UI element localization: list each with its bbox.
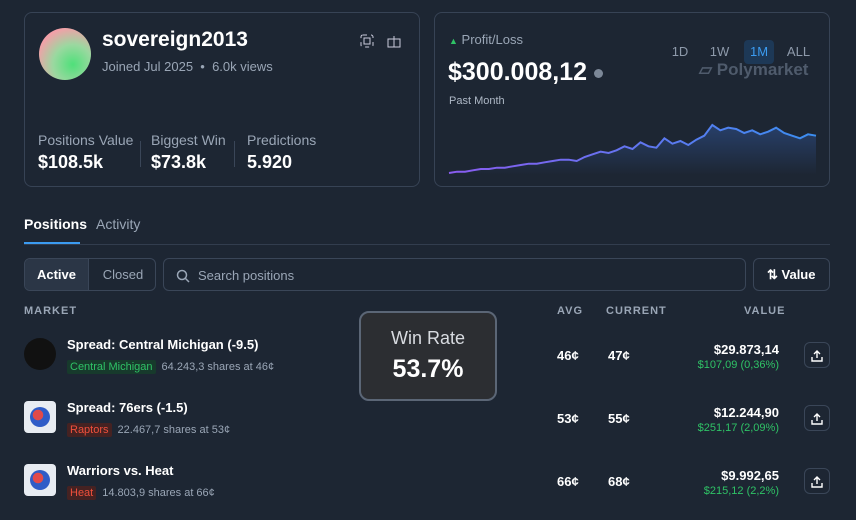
joined-date: Joined Jul 2025	[102, 59, 194, 74]
market-title: Spread: Central Michigan (-9.5)	[67, 337, 259, 352]
tab-separator	[24, 244, 830, 245]
search-box[interactable]: Search positions	[163, 258, 746, 291]
search-icon	[176, 269, 190, 283]
column-header: MARKET	[24, 305, 78, 317]
stat-label: Biggest Win	[151, 132, 226, 148]
avg: 53¢	[557, 411, 579, 426]
value: $29.873,14	[713, 342, 779, 357]
ball-icon	[30, 407, 50, 427]
shares: 22.467,7 shares at 53¢	[117, 424, 231, 436]
icons[interactable]	[359, 33, 403, 49]
market-sub: Central Michigan 64.243,3 shares at 46¢	[67, 360, 275, 374]
overlay-label: Win Rate	[390, 328, 466, 348]
joined: Joined Jul 2025 • 6.0k views	[102, 59, 273, 74]
username: sovereign2013	[102, 28, 248, 51]
market-title: Spread: 76ers (-1.5)	[67, 400, 188, 415]
column-header: CURRENT	[606, 305, 667, 317]
avatar	[39, 28, 91, 80]
amount: $300.008,12	[448, 58, 588, 86]
brand-name: Polymarket	[716, 60, 809, 79]
filter-group: Active Closed	[24, 258, 156, 291]
value: $9.992,65	[721, 468, 779, 483]
change: $215,12 (2,2%)	[703, 485, 779, 497]
sparkline	[448, 123, 817, 175]
column-header: AVG	[557, 305, 584, 317]
divider	[234, 141, 235, 167]
stat-label: Positions Value	[38, 132, 134, 148]
current: 47¢	[608, 348, 630, 363]
position-row: Spread: Central Michigan (-9.5) Central M…	[0, 326, 856, 386]
search-placeholder: Search positions	[198, 268, 295, 283]
column-header: VALUE	[744, 305, 786, 317]
current: 55¢	[608, 411, 630, 426]
market-sub: Raptors 22.467,7 shares at 53¢	[67, 423, 231, 437]
outcome-tag: Heat	[67, 486, 97, 500]
outcome-tag: Raptors	[67, 423, 112, 437]
overlay-value: 53.7%	[392, 355, 464, 383]
range-button[interactable]: ALL	[786, 44, 811, 59]
tab[interactable]: Positions	[24, 216, 88, 232]
sort-button[interactable]: ⇅ Value	[753, 258, 830, 291]
current: 68¢	[608, 474, 630, 489]
profile-card: sovereign2013 Joined Jul 2025 • 6.0k vie…	[24, 12, 420, 187]
tab-underline	[24, 242, 80, 244]
info-icon	[593, 68, 603, 78]
tab[interactable]: Activity	[96, 216, 141, 232]
value: $12.244,90	[713, 405, 779, 420]
range-button[interactable]: 1W	[709, 44, 730, 59]
shares: 14.803,9 shares at 66¢	[102, 487, 215, 499]
pnl-label-text: Profit/Loss	[461, 32, 523, 47]
period: Past Month	[449, 95, 505, 107]
market-sub: Heat 14.803,9 shares at 66¢	[67, 486, 215, 500]
stat-value: $73.8k	[151, 152, 207, 172]
range-button[interactable]: 1D	[671, 44, 689, 59]
outcome-tag: Central Michigan	[67, 360, 156, 374]
brand: ▱ Polymarket	[699, 60, 809, 79]
filter-button[interactable]: Active	[25, 259, 88, 290]
views: 6.0k views	[212, 59, 273, 74]
share-button[interactable]	[804, 342, 830, 368]
market-title: Warriors vs. Heat	[67, 463, 174, 478]
market-icon	[24, 338, 56, 370]
change: $107,09 (0,36%)	[697, 359, 779, 371]
win-rate-overlay: Win Rate 53.7%	[359, 311, 497, 401]
stat-label: Predictions	[247, 132, 317, 148]
share-button[interactable]	[804, 468, 830, 494]
pnl-card: ▲ Profit/Loss $300.008,12 Past Month 1D 1…	[434, 12, 830, 187]
position-row: Spread: 76ers (-1.5) Raptors 22.467,7 shar…	[0, 389, 856, 449]
avg: 66¢	[557, 474, 579, 489]
pnl-label: ▲ Profit/Loss	[449, 32, 523, 47]
sort: ⇅ Value	[767, 267, 816, 282]
filter-button[interactable]: Closed	[88, 259, 157, 290]
pnl-amount: $300.008,12	[448, 58, 603, 87]
change: $251,17 (2,09%)	[697, 422, 779, 434]
position-row: Warriors vs. Heat Heat 14.803,9 shares at …	[0, 452, 856, 512]
sparkline-line	[448, 123, 817, 174]
share-button[interactable]	[804, 405, 830, 431]
range-button[interactable]: 1M	[744, 40, 774, 64]
stat-value: $108.5k	[38, 152, 104, 172]
divider	[140, 141, 141, 167]
shares: 64.243,3 shares at 46¢	[161, 361, 275, 373]
avg: 46¢	[557, 348, 579, 363]
ball-icon	[30, 470, 50, 490]
stat-value: 5.920	[247, 152, 293, 172]
sort-label: Value	[781, 267, 816, 282]
